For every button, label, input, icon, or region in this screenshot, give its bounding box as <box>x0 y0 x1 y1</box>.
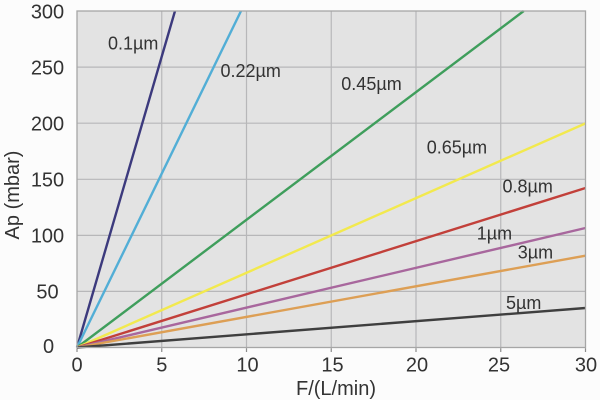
svg-text:0: 0 <box>71 355 82 377</box>
svg-text:50: 50 <box>36 282 58 304</box>
svg-text:250: 250 <box>31 57 64 79</box>
svg-text:300: 300 <box>31 1 64 23</box>
svg-text:20: 20 <box>406 355 428 377</box>
svg-text:0.8µm: 0.8µm <box>503 177 553 197</box>
svg-text:30: 30 <box>575 355 597 377</box>
svg-text:1µm: 1µm <box>477 224 512 244</box>
svg-text:0.65µm: 0.65µm <box>427 137 487 157</box>
svg-text:25: 25 <box>488 355 510 377</box>
svg-text:0.45µm: 0.45µm <box>341 74 401 94</box>
svg-text:F/(L/min): F/(L/min) <box>296 378 376 400</box>
svg-text:3µm: 3µm <box>518 243 553 263</box>
svg-text:150: 150 <box>31 170 64 192</box>
svg-text:5µm: 5µm <box>506 293 541 313</box>
svg-text:10: 10 <box>236 355 258 377</box>
svg-text:0: 0 <box>43 336 54 358</box>
svg-text:5: 5 <box>156 355 167 377</box>
svg-text:0.1µm: 0.1µm <box>108 34 158 54</box>
svg-text:15: 15 <box>321 355 343 377</box>
svg-text:0.22µm: 0.22µm <box>221 61 281 81</box>
svg-text:200: 200 <box>31 114 64 136</box>
svg-text:100: 100 <box>31 226 64 248</box>
svg-text:Ap (mbar): Ap (mbar) <box>2 151 24 240</box>
